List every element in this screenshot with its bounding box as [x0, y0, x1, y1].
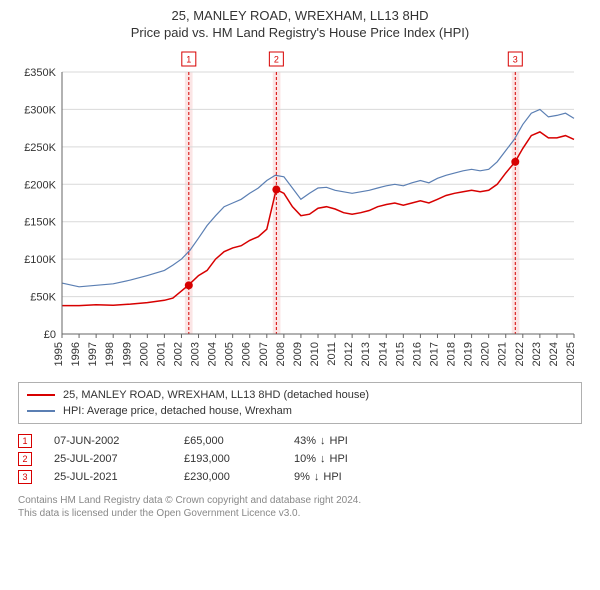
y-tick-label: £300K	[24, 104, 56, 116]
x-tick-label: 2024	[548, 342, 560, 366]
x-tick-label: 2007	[258, 342, 270, 366]
footer-line2: This data is licensed under the Open Gov…	[18, 507, 582, 520]
x-tick-label: 2003	[190, 342, 202, 366]
x-tick-label: 1996	[70, 342, 82, 366]
y-tick-label: £200K	[24, 179, 56, 191]
legend-swatch	[27, 410, 55, 412]
x-tick-label: 2016	[411, 342, 423, 366]
event-point	[185, 281, 193, 289]
chart-title-line2: Price paid vs. HM Land Registry's House …	[18, 25, 582, 40]
legend-swatch	[27, 394, 55, 396]
event-marker-cell: 2	[18, 452, 54, 466]
legend-label: HPI: Average price, detached house, Wrex…	[63, 403, 292, 419]
event-row: 3 25-JUL-2021£230,0009% ↓HPI	[18, 468, 582, 486]
series-line	[62, 132, 574, 306]
event-price: £230,000	[184, 471, 294, 483]
event-diff: 43% ↓ HPI	[294, 435, 414, 447]
legend-box: 25, MANLEY ROAD, WREXHAM, LL13 8HD (deta…	[18, 382, 582, 424]
y-tick-label: £150K	[24, 217, 56, 229]
x-tick-label: 2023	[531, 342, 543, 366]
x-tick-label: 2025	[565, 342, 577, 366]
event-diff: 9% ↓HPI	[294, 471, 414, 483]
event-row: 2 25-JUL-2007£193,00010% ↓ HPI	[18, 450, 582, 468]
x-tick-label: 2000	[138, 342, 150, 366]
event-diff-suffix: HPI	[330, 435, 348, 447]
x-tick-label: 1999	[121, 342, 133, 366]
x-tick-label: 2017	[428, 342, 440, 366]
arrow-down-icon: ↓	[320, 435, 326, 447]
legend-row: HPI: Average price, detached house, Wrex…	[27, 403, 573, 419]
x-tick-label: 2004	[207, 342, 219, 366]
event-diff: 10% ↓ HPI	[294, 453, 414, 465]
event-diff-pct: 10%	[294, 453, 316, 465]
x-tick-label: 2022	[514, 342, 526, 366]
x-tick-label: 2005	[224, 342, 236, 366]
legend-label: 25, MANLEY ROAD, WREXHAM, LL13 8HD (deta…	[63, 387, 369, 403]
event-marker-label: 1	[186, 55, 191, 65]
event-price: £193,000	[184, 453, 294, 465]
page-container: 25, MANLEY ROAD, WREXHAM, LL13 8HD Price…	[0, 0, 600, 590]
y-tick-label: £100K	[24, 254, 56, 266]
x-tick-label: 2011	[326, 342, 338, 366]
y-tick-label: £50K	[30, 292, 56, 304]
event-marker-label: 2	[274, 55, 279, 65]
event-date: 07-JUN-2002	[54, 435, 184, 447]
x-tick-label: 2014	[377, 342, 389, 366]
event-diff-suffix: HPI	[323, 471, 341, 483]
arrow-down-icon: ↓	[320, 453, 326, 465]
x-tick-label: 2020	[480, 342, 492, 366]
x-tick-label: 2018	[446, 342, 458, 366]
x-tick-label: 2009	[292, 342, 304, 366]
footer-line1: Contains HM Land Registry data © Crown c…	[18, 494, 582, 507]
x-tick-label: 2012	[343, 342, 355, 366]
x-tick-label: 2001	[155, 342, 167, 366]
x-tick-label: 1998	[104, 342, 116, 366]
event-date: 25-JUL-2021	[54, 471, 184, 483]
x-tick-label: 1995	[53, 342, 65, 366]
events-table: 107-JUN-2002£65,00043%↓HPI225-JUL-2007£1…	[18, 432, 582, 486]
x-tick-label: 2021	[497, 342, 509, 366]
event-point	[272, 186, 280, 194]
event-diff-pct: 9%	[294, 471, 310, 483]
event-diff-pct: 43%	[294, 435, 316, 447]
chart-area: £0 £50K £100K £150K £200K £250K £300K £350K 1995…	[18, 46, 582, 376]
event-diff-suffix: HPI	[330, 453, 348, 465]
x-tick-label: 1997	[87, 342, 99, 366]
event-row: 1 07-JUN-2002£65,00043% ↓ HPI	[18, 432, 582, 450]
chart-title-line1: 25, MANLEY ROAD, WREXHAM, LL13 8HD	[18, 8, 582, 23]
event-date: 25-JUL-2007	[54, 453, 184, 465]
event-point	[511, 158, 519, 166]
y-tick-label: £350K	[24, 67, 56, 79]
x-tick-label: 2010	[309, 342, 321, 366]
x-tick-label: 2019	[463, 342, 475, 366]
x-tick-label: 2006	[241, 342, 253, 366]
event-marker-cell: 1	[18, 434, 54, 448]
event-marker-cell: 3	[18, 470, 54, 484]
x-tick-label: 2015	[394, 342, 406, 366]
series-line	[62, 109, 574, 286]
arrow-down-icon: ↓	[314, 471, 320, 483]
legend-row: 25, MANLEY ROAD, WREXHAM, LL13 8HD (deta…	[27, 387, 573, 403]
y-tick-label: £250K	[24, 142, 56, 154]
event-price: £65,000	[184, 435, 294, 447]
x-tick-label: 2008	[275, 342, 287, 366]
event-marker-icon: 3	[18, 470, 32, 484]
x-tick-label: 2013	[360, 342, 372, 366]
y-tick-label: £0	[44, 329, 56, 341]
line-chart: £0 £50K £100K £150K £200K £250K £300K £350K 1995…	[18, 46, 582, 376]
x-tick-label: 2002	[172, 342, 184, 366]
event-marker-label: 3	[513, 55, 518, 65]
event-marker-icon: 2	[18, 452, 32, 466]
event-marker-icon: 1	[18, 434, 32, 448]
footer-attribution: Contains HM Land Registry data © Crown c…	[18, 494, 582, 520]
chart-titles: 25, MANLEY ROAD, WREXHAM, LL13 8HD Price…	[18, 8, 582, 40]
